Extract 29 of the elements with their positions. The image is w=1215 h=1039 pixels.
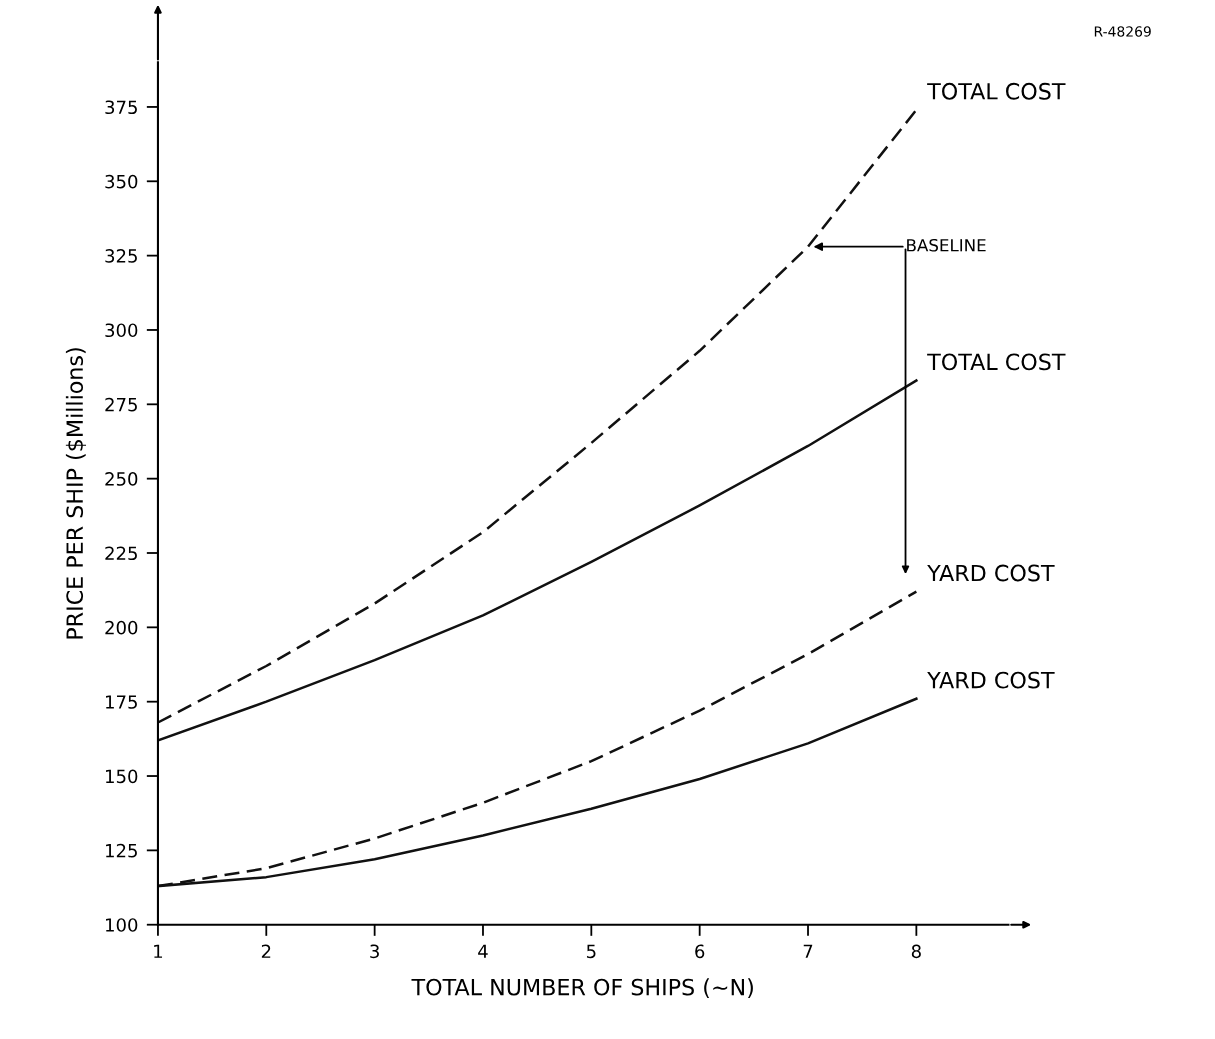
x-tick-label: 6: [695, 944, 705, 959]
series-label: TOTAL COST: [927, 82, 1066, 100]
x-tick-label: 1: [154, 944, 163, 958]
x-tick-label: 7: [803, 944, 813, 958]
text: R-48269: [1094, 26, 1151, 37]
annotation: BASELINE: [907, 238, 986, 252]
series-label: TOTAL COST: [927, 353, 1066, 371]
x-tick-label: 3: [370, 944, 379, 959]
y-tick-label: 100: [106, 918, 138, 932]
x-tick-label: 5: [586, 944, 596, 959]
y-axis-title: PRICE PER SHIP ($Millions): [65, 348, 87, 639]
y-tick-label: 325: [105, 249, 137, 263]
x-axis-title: TOTAL NUMBER OF SHIPS (~N): [411, 978, 753, 999]
y-tick-label: 350: [105, 174, 138, 189]
y-tick-label: 150: [106, 769, 138, 784]
y-tick-label: 225: [105, 546, 137, 561]
y-tick-label: 200: [105, 620, 138, 635]
y-tick-label: 375: [105, 100, 137, 115]
y-tick-label: 250: [105, 472, 138, 486]
series-label: YARD COST: [927, 671, 1055, 689]
x-tick-label: 8: [911, 944, 921, 959]
y-tick-label: 175: [106, 695, 137, 709]
x-tick-label: 4: [478, 944, 488, 958]
y-tick-label: 125: [106, 843, 137, 858]
y-tick-label: 275: [105, 397, 137, 412]
series-label: YARD COST: [927, 564, 1055, 582]
line-series: [157, 379, 918, 742]
y-tick-label: 300: [105, 323, 138, 338]
x-tick-label: 2: [261, 944, 271, 958]
